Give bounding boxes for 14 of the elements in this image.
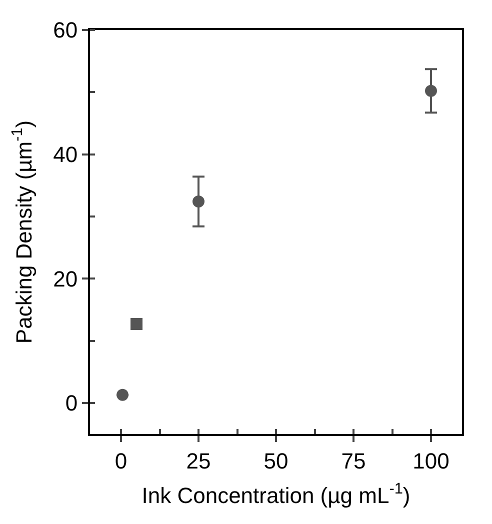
point <box>116 388 129 401</box>
x-axis-title: Ink Concentration (µg mL$^{-1}$) <box>142 480 410 508</box>
y-tick-label: 20 <box>53 266 78 292</box>
x-tick-label: 50 <box>264 448 288 474</box>
x-tick-label: 100 <box>412 448 450 474</box>
y-tick-label: 0 <box>65 390 78 416</box>
point <box>192 196 204 208</box>
x-tick-label: 0 <box>114 448 128 474</box>
y-tick-label: 40 <box>53 142 78 168</box>
point <box>130 318 142 330</box>
x-tick-label: 25 <box>186 448 211 474</box>
point <box>425 84 437 97</box>
y-tick-label: 60 <box>53 18 78 43</box>
x-tick-label: 75 <box>341 448 366 474</box>
